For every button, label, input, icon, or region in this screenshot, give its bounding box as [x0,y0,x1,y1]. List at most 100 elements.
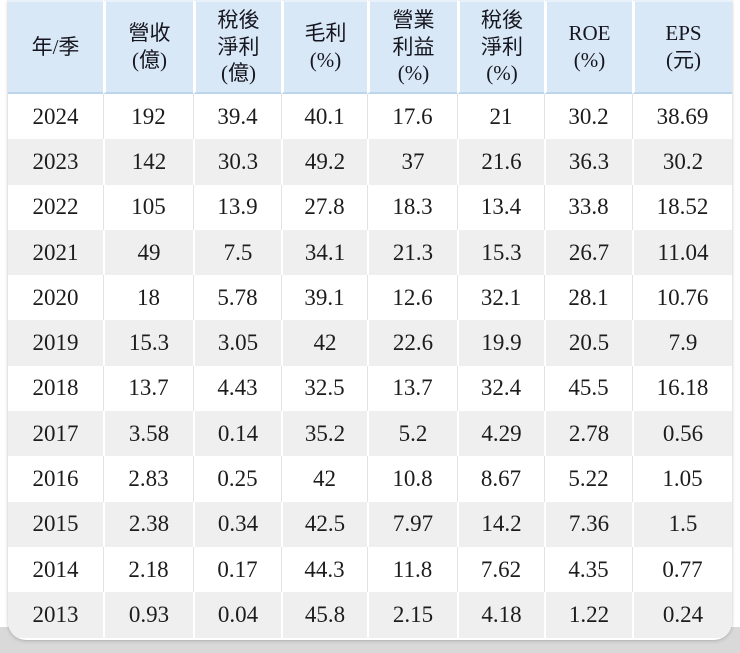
cell-net-margin: 21.6 [457,139,544,185]
cell-net-margin: 8.67 [457,456,544,502]
column-header-operating-margin: 營業 利益 (%) [367,0,457,94]
cell-roe: 1.22 [544,592,632,638]
cell-net-income: 0.17 [193,546,281,593]
cell-roe: 20.5 [544,320,632,366]
table-header: 年/季 營收 (億) 稅後 淨利 (億) 毛利 (%) 營業 利益 (%) 稅後… [8,0,732,94]
cell-roe: 33.8 [544,184,632,230]
cell-revenue: 18 [103,275,193,321]
cell-net-margin: 4.29 [457,411,544,457]
cell-gross-margin: 40.1 [281,94,367,140]
cell-net-income: 13.9 [193,184,281,230]
cell-operating-margin: 2.15 [367,592,457,638]
cell-year: 2016 [8,456,103,502]
cell-eps: 0.24 [632,592,732,638]
table-row: 2023 142 30.3 49.2 37 21.6 36.3 30.2 [8,139,732,185]
cell-operating-margin: 17.6 [367,94,457,140]
cell-eps: 16.18 [632,365,732,412]
cell-revenue: 2.83 [103,456,193,502]
cell-roe: 26.7 [544,229,632,276]
cell-gross-margin: 49.2 [281,139,367,185]
cell-net-income: 0.25 [193,456,281,502]
cell-year: 2024 [8,94,103,140]
cell-revenue: 142 [103,139,193,185]
cell-roe: 28.1 [544,275,632,321]
table-row: 2016 2.83 0.25 42 10.8 8.67 5.22 1.05 [8,456,732,502]
cell-net-margin: 32.4 [457,365,544,412]
cell-gross-margin: 42 [281,320,367,366]
cell-net-margin: 32.1 [457,275,544,321]
table-row: 2018 13.7 4.43 32.5 13.7 32.4 45.5 16.18 [8,365,732,412]
column-header-year: 年/季 [8,0,103,94]
cell-revenue: 105 [103,184,193,230]
cell-operating-margin: 13.7 [367,365,457,412]
cell-operating-margin: 5.2 [367,411,457,457]
cell-eps: 0.77 [632,546,732,593]
cell-roe: 30.2 [544,94,632,140]
table-row: 2015 2.38 0.34 42.5 7.97 14.2 7.36 1.5 [8,501,732,547]
cell-net-income: 39.4 [193,94,281,140]
cell-roe: 45.5 [544,365,632,412]
cell-net-margin: 14.2 [457,501,544,547]
cell-net-margin: 15.3 [457,229,544,276]
cell-revenue: 49 [103,229,193,276]
cell-year: 2022 [8,184,103,230]
cell-operating-margin: 10.8 [367,456,457,502]
financials-table-card: 年/季 營收 (億) 稅後 淨利 (億) 毛利 (%) 營業 利益 (%) 稅後… [8,0,732,640]
cell-gross-margin: 34.1 [281,229,367,276]
table-row: 2020 18 5.78 39.1 12.6 32.1 28.1 10.76 [8,275,732,321]
cell-year: 2020 [8,275,103,321]
table-row: 2024 192 39.4 40.1 17.6 21 30.2 38.69 [8,94,732,140]
cell-eps: 1.5 [632,501,732,547]
cell-eps: 0.56 [632,411,732,457]
cell-gross-margin: 44.3 [281,546,367,593]
table-row: 2013 0.93 0.04 45.8 2.15 4.18 1.22 0.24 [8,592,732,638]
cell-year: 2019 [8,320,103,366]
financials-table: 年/季 營收 (億) 稅後 淨利 (億) 毛利 (%) 營業 利益 (%) 稅後… [8,0,732,638]
cell-year: 2023 [8,139,103,185]
cell-year: 2017 [8,411,103,457]
table-row: 2022 105 13.9 27.8 18.3 13.4 33.8 18.52 [8,184,732,230]
cell-revenue: 2.38 [103,501,193,547]
cell-eps: 18.52 [632,184,732,230]
cell-operating-margin: 22.6 [367,320,457,366]
table-body: 2024 192 39.4 40.1 17.6 21 30.2 38.69 20… [8,94,732,638]
cell-operating-margin: 37 [367,139,457,185]
cell-roe: 4.35 [544,546,632,593]
table-row: 2019 15.3 3.05 42 22.6 19.9 20.5 7.9 [8,320,732,366]
cell-revenue: 15.3 [103,320,193,366]
cell-gross-margin: 32.5 [281,365,367,412]
cell-net-margin: 13.4 [457,184,544,230]
column-header-net-margin: 稅後 淨利 (%) [457,0,544,94]
cell-revenue: 13.7 [103,365,193,412]
cell-eps: 30.2 [632,139,732,185]
header-row: 年/季 營收 (億) 稅後 淨利 (億) 毛利 (%) 營業 利益 (%) 稅後… [8,0,732,94]
cell-year: 2021 [8,229,103,276]
cell-gross-margin: 27.8 [281,184,367,230]
cell-eps: 7.9 [632,320,732,366]
cell-gross-margin: 42 [281,456,367,502]
cell-operating-margin: 12.6 [367,275,457,321]
cell-gross-margin: 35.2 [281,411,367,457]
cell-roe: 2.78 [544,411,632,457]
cell-net-income: 0.04 [193,592,281,638]
cell-operating-margin: 18.3 [367,184,457,230]
cell-revenue: 192 [103,94,193,140]
cell-roe: 7.36 [544,501,632,547]
table-row: 2021 49 7.5 34.1 21.3 15.3 26.7 11.04 [8,229,732,276]
cell-eps: 1.05 [632,456,732,502]
cell-net-income: 4.43 [193,365,281,412]
column-header-revenue: 營收 (億) [103,0,193,94]
cell-net-income: 5.78 [193,275,281,321]
cell-year: 2014 [8,546,103,593]
cell-operating-margin: 21.3 [367,229,457,276]
cell-revenue: 3.58 [103,411,193,457]
cell-gross-margin: 39.1 [281,275,367,321]
cell-gross-margin: 42.5 [281,501,367,547]
cell-year: 2013 [8,592,103,638]
cell-gross-margin: 45.8 [281,592,367,638]
cell-net-income: 0.14 [193,411,281,457]
column-header-eps: EPS (元) [632,0,732,94]
cell-net-income: 30.3 [193,139,281,185]
cell-net-margin: 21 [457,94,544,140]
